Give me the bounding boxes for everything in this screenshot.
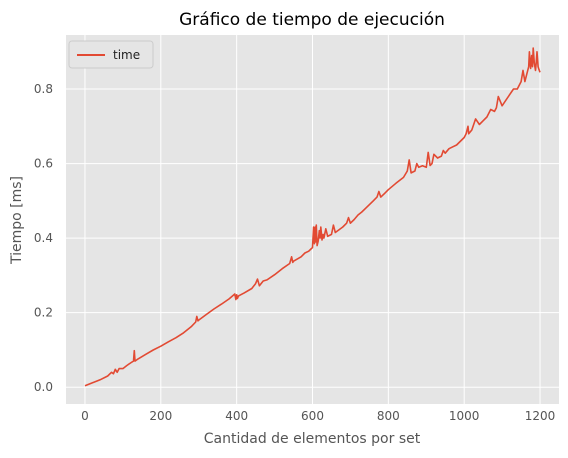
legend-box [68, 40, 154, 69]
series-line-time [84, 47, 541, 387]
y-tick-label: 0.8 [34, 82, 53, 96]
y-tick-labels: 0.0 0.2 0.4 0.6 0.8 [34, 82, 53, 394]
legend: time [68, 40, 154, 69]
chart-title: Gráfico de tiempo de ejecución [179, 10, 445, 30]
x-tick-label: 1000 [449, 409, 480, 423]
x-tick-label: 1200 [525, 409, 556, 423]
y-tick-label: 0.0 [34, 380, 53, 394]
x-axis-title: Cantidad de elementos por set [204, 431, 421, 447]
legend-label-time: time [113, 48, 140, 62]
series-layer [84, 47, 541, 387]
y-axis-title: Tiempo [ms] [9, 176, 25, 265]
x-tick-label: 200 [149, 409, 172, 423]
y-tick-label: 0.2 [34, 306, 53, 320]
y-tick-label: 0.6 [34, 157, 53, 171]
y-tick-label: 0.4 [34, 231, 53, 245]
x-tick-labels: 0 200 400 600 800 1000 1200 [81, 409, 555, 423]
x-tick-label: 400 [225, 409, 248, 423]
x-tick-label: 600 [301, 409, 324, 423]
x-tick-label: 0 [81, 409, 89, 423]
x-tick-label: 800 [377, 409, 400, 423]
